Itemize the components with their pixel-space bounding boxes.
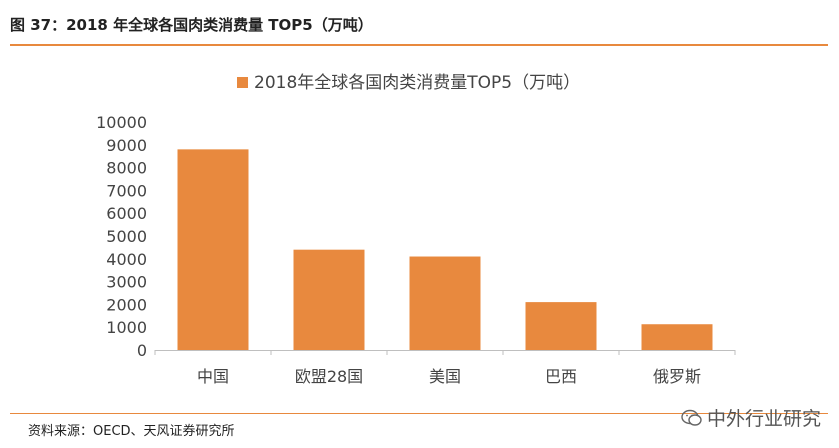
source-note: 资料来源：OECD、天风证券研究所	[28, 424, 235, 439]
bar	[525, 302, 597, 350]
y-tick-label: 6000	[106, 204, 147, 223]
y-tick-label: 8000	[106, 159, 147, 178]
y-tick-label: 0	[137, 341, 147, 360]
bar	[641, 324, 713, 350]
title-divider	[10, 44, 828, 46]
figure-title: 图 37：2018 年全球各国肉类消费量 TOP5（万吨）	[10, 16, 373, 34]
chart-area: 2018年全球各国肉类消费量TOP5（万吨） 0 1000 2000 3000 4000…	[0, 50, 839, 410]
chart-legend: 2018年全球各国肉类消费量TOP5（万吨）	[237, 73, 580, 93]
watermark: 中外行业研究	[681, 404, 821, 431]
y-axis: 0 1000 2000 3000 4000 5000 6000 7000 8000 9000 100…	[96, 113, 147, 360]
bar	[293, 249, 365, 350]
bar	[177, 149, 249, 350]
y-tick-label: 5000	[106, 227, 147, 246]
bar-chart: 2018年全球各国肉类消费量TOP5（万吨） 0 1000 2000 3000 4000…	[96, 73, 736, 386]
legend-swatch	[237, 77, 248, 88]
bar	[409, 256, 481, 350]
x-tick-label: 欧盟28国	[295, 367, 363, 386]
y-tick-label: 4000	[106, 250, 147, 269]
y-tick-label: 10000	[96, 113, 147, 132]
source-divider	[10, 413, 828, 414]
y-tick-label: 2000	[106, 295, 147, 314]
x-tick-label: 俄罗斯	[653, 367, 701, 386]
wechat-icon	[681, 409, 702, 426]
bars	[154, 149, 736, 355]
x-tick-label: 中国	[197, 367, 229, 386]
x-tick-label: 美国	[429, 367, 461, 386]
y-tick-label: 3000	[106, 273, 147, 292]
y-tick-label: 7000	[106, 181, 147, 200]
x-tick-label: 巴西	[545, 367, 577, 386]
watermark-text: 中外行业研究	[706, 408, 821, 430]
x-axis-labels: 中国 欧盟28国 美国 巴西 俄罗斯	[197, 367, 701, 386]
y-tick-label: 1000	[106, 318, 147, 337]
y-tick-label: 9000	[106, 136, 147, 155]
legend-label: 2018年全球各国肉类消费量TOP5（万吨）	[254, 73, 580, 93]
